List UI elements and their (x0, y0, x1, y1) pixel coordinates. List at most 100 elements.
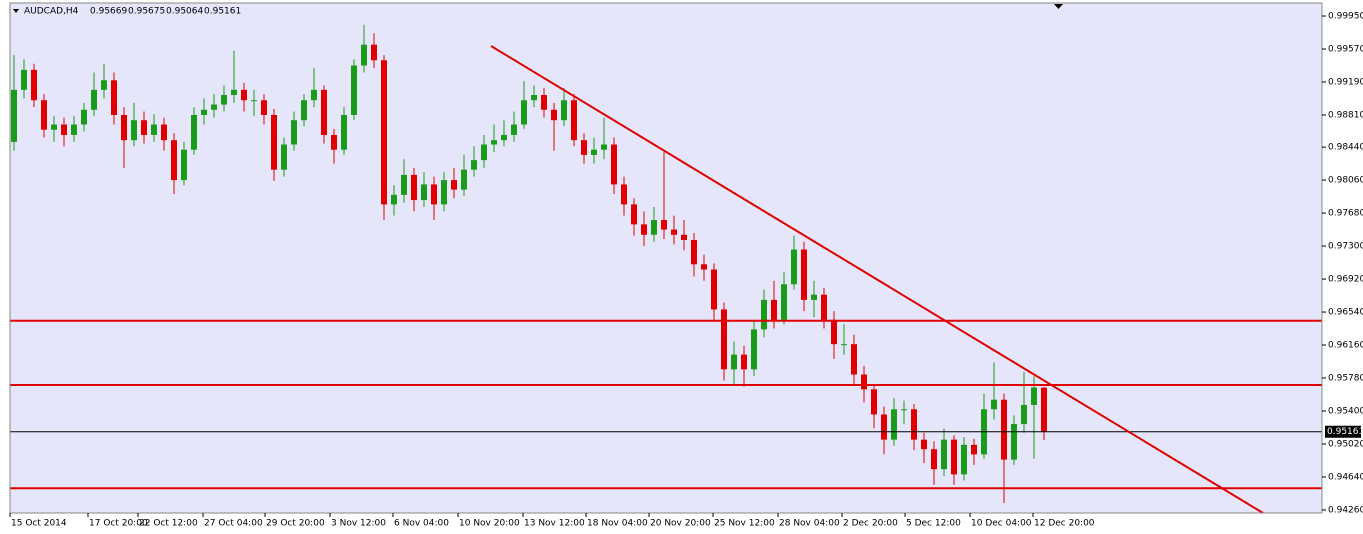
candle-body (201, 109, 207, 115)
candle-body (1001, 399, 1007, 460)
candle-body (661, 220, 667, 230)
y-tick-label: 0.99190 (1328, 77, 1363, 87)
candle-body (871, 389, 877, 415)
candle-body (171, 140, 177, 181)
candle-body (151, 124, 157, 135)
x-tick-label: 28 Nov 04:00 (779, 519, 840, 529)
candle-body (991, 399, 997, 410)
candle-body (101, 80, 107, 90)
candle-body (701, 264, 707, 270)
candle-body (621, 184, 627, 205)
candle-body (591, 149, 597, 155)
candle-body (511, 124, 517, 135)
candle-body (861, 374, 867, 390)
y-tick-label: 0.96540 (1328, 308, 1363, 318)
candle-body (611, 144, 617, 185)
candle-body (451, 180, 457, 190)
shift-marker (1054, 4, 1063, 9)
candle-body (811, 294, 817, 300)
candle-body (361, 44, 367, 66)
candle-body (881, 414, 887, 440)
y-tick-label: 0.97680 (1328, 209, 1363, 219)
candle-body (1041, 387, 1047, 432)
candle-body (501, 134, 507, 141)
candle-body (411, 174, 417, 201)
candle-body (21, 69, 27, 90)
candle-body (931, 449, 937, 470)
y-tick-label: 0.94640 (1328, 472, 1363, 482)
y-tick-label: 0.99570 (1328, 45, 1363, 55)
y-tick-label: 0.98060 (1328, 176, 1363, 186)
x-tick-label: 22 Oct 12:00 (139, 519, 198, 529)
candle-body (631, 204, 637, 225)
candle-body (31, 69, 37, 101)
candle-body (851, 344, 857, 375)
candle-body (971, 444, 977, 455)
x-tick-label: 12 Dec 20:00 (1034, 519, 1095, 529)
candle-body (211, 104, 217, 110)
ohlc-close: 0.95161 (204, 7, 241, 17)
candle-body (801, 249, 807, 300)
x-tick-label: 5 Dec 12:00 (906, 519, 961, 529)
candle-body (41, 100, 47, 130)
x-tick-label: 2 Dec 20:00 (843, 519, 898, 529)
ohlc-high: 0.95675 (128, 7, 165, 17)
candle-body (341, 114, 347, 150)
candle-body (241, 89, 247, 101)
price-label-bg (1325, 425, 1361, 438)
candle-body (521, 100, 527, 125)
candle-body (181, 149, 187, 181)
candle-body (371, 44, 377, 61)
candle-body (81, 109, 87, 125)
candle-body (891, 409, 897, 440)
trend-line (490, 45, 1264, 513)
candle-body (301, 100, 307, 121)
x-tick-label: 13 Nov 12:00 (524, 519, 585, 529)
candle-body (311, 89, 317, 101)
candle-body (271, 114, 277, 170)
candle-body (401, 174, 407, 195)
candle-body (571, 100, 577, 141)
candle-body (711, 269, 717, 310)
x-tick-label: 3 Nov 12:00 (331, 519, 386, 529)
candle-body (471, 160, 477, 170)
ohlc-low: 0.95064 (166, 7, 203, 17)
candle-body (331, 134, 337, 150)
x-tick-label: 27 Oct 04:00 (204, 519, 263, 529)
candle-body (431, 184, 437, 205)
candle-body (561, 100, 567, 121)
y-tick-label: 0.95020 (1328, 439, 1363, 449)
candle-body (161, 124, 167, 141)
candle-body (441, 180, 447, 205)
candle-body (1021, 404, 1027, 425)
x-tick-label: 20 Nov 20:00 (650, 519, 711, 529)
candle-body (921, 439, 927, 450)
candle-body (91, 89, 97, 110)
y-tick-label: 0.98440 (1328, 143, 1363, 153)
candle-body (601, 144, 607, 150)
candle-body (351, 65, 357, 115)
candle-body (751, 329, 757, 370)
candle-body (421, 184, 427, 201)
candle-body (261, 100, 267, 115)
plot-border (9, 2, 1323, 514)
candle-body (581, 140, 587, 155)
candle-body (71, 124, 77, 135)
y-tick-label: 0.99950 (1328, 12, 1363, 22)
candle-body (771, 299, 777, 320)
candle-body (671, 229, 677, 235)
menu-arrow[interactable] (13, 9, 19, 13)
candle-body (681, 234, 687, 240)
y-tick-label: 0.95780 (1328, 374, 1363, 384)
candle-body (251, 100, 257, 102)
candle-body (901, 409, 907, 411)
candle-body (651, 220, 657, 235)
candle-body (741, 354, 747, 370)
candle-body (281, 144, 287, 170)
candle-body (121, 114, 127, 141)
plot-layer (10, 24, 1322, 513)
candle-body (481, 144, 487, 161)
candle-body (61, 124, 67, 135)
candle-body (911, 409, 917, 440)
